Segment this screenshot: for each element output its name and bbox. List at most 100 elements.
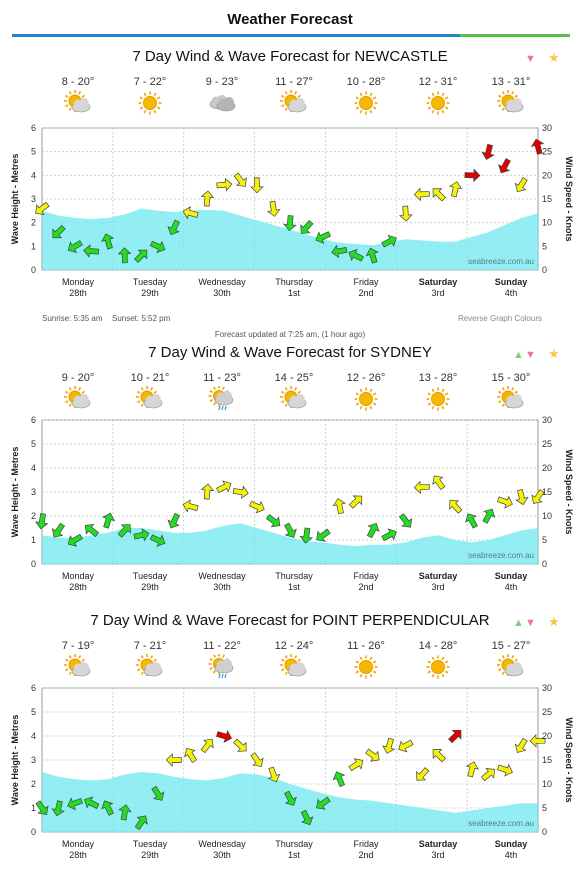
date-label: 3rd [431, 582, 444, 592]
date-label: 28th [69, 850, 87, 860]
day-label: Saturday [419, 277, 458, 287]
y2-tick-label: 25 [542, 147, 552, 157]
date-label: 1st [288, 288, 301, 298]
wind-arrow [184, 747, 198, 763]
wind-arrow [133, 528, 150, 542]
y-tick-label: 2 [31, 779, 36, 789]
wind-arrow [118, 804, 132, 821]
wind-arrow [52, 224, 66, 239]
wind-arrow [134, 815, 148, 831]
wind-arrow [83, 244, 100, 258]
wind-wave-chart: seabreeze.com.au 0 1 2 3 4 5 6 0 5 10 15 20 25 30 Wave … [10, 415, 574, 592]
y-tick-label: 6 [31, 415, 36, 425]
wind-arrow [413, 187, 430, 202]
day-temperature: 15 - 27° [491, 640, 531, 652]
date-label: 3rd [431, 850, 444, 860]
y-tick-label: 6 [31, 123, 36, 133]
day-temperature: 14 - 25° [274, 372, 314, 384]
y-tick-label: 3 [31, 755, 36, 765]
wind-arrow [482, 508, 496, 524]
day-temperature: 11 - 26° [347, 640, 385, 652]
wind-arrow [149, 240, 166, 254]
wind-arrow [34, 513, 49, 530]
favourite-star-icon[interactable]: ★ [548, 346, 560, 361]
day-label: Wednesday [198, 839, 246, 849]
y-tick-label: 1 [31, 803, 36, 813]
day-temperature: 15 - 30° [491, 372, 531, 384]
reverse-colours-link[interactable]: Reverse Graph Colours [457, 314, 542, 323]
move-up-icon[interactable]: ▲ [513, 617, 524, 629]
y2-tick-label: 20 [542, 170, 552, 180]
y2-tick-label: 10 [542, 218, 552, 228]
wind-arrow [416, 767, 430, 781]
day-label: Monday [62, 571, 95, 581]
move-down-icon[interactable]: ▼ [525, 617, 536, 629]
date-label: 28th [69, 582, 87, 592]
favourite-star-icon[interactable]: ★ [548, 50, 560, 65]
wind-arrow [315, 231, 331, 244]
day-temperature: 8 - 20° [61, 76, 95, 88]
y2-tick-label: 0 [542, 827, 547, 837]
wind-arrow [102, 512, 116, 529]
wind-arrow [265, 514, 281, 528]
y2-tick-label: 30 [542, 123, 552, 133]
wind-arrow [117, 524, 131, 538]
y-axis-label: Wave Height - Metres [10, 154, 20, 245]
wind-arrow [167, 512, 180, 529]
wind-arrow [167, 219, 180, 236]
partly-cloudy-icon [135, 654, 165, 680]
day-label: Tuesday [133, 839, 168, 849]
y2-tick-label: 0 [542, 559, 547, 569]
wind-arrow [464, 168, 481, 183]
day-temperature: 7 - 22° [133, 76, 167, 88]
date-label: 2nd [358, 850, 373, 860]
y2-tick-label: 30 [542, 415, 552, 425]
wind-arrow [498, 158, 511, 174]
wind-arrow [267, 766, 281, 783]
day-temperature: 7 - 19° [61, 640, 95, 652]
wind-arrow [465, 513, 478, 529]
wind-arrow [316, 528, 331, 542]
sun-icon [423, 654, 453, 680]
day-temperature: 9 - 20° [61, 372, 95, 384]
wave-height-area [42, 208, 538, 270]
wind-arrow [250, 752, 264, 768]
date-label: 4th [505, 850, 518, 860]
wind-arrow [101, 800, 114, 816]
day-label: Sunday [495, 839, 528, 849]
wind-arrow [182, 206, 199, 220]
move-down-icon[interactable]: ▼ [525, 53, 536, 65]
move-down-icon[interactable]: ▼ [525, 349, 536, 361]
wind-arrow [399, 513, 413, 528]
wind-arrow [300, 219, 314, 234]
wind-arrow [117, 247, 132, 264]
sun-icon [135, 90, 165, 116]
y-tick-label: 1 [31, 535, 36, 545]
y-axis-label: Wave Height - Metres [10, 715, 20, 806]
favourite-star-icon[interactable]: ★ [548, 614, 560, 629]
wind-arrow [51, 800, 65, 817]
y-tick-label: 3 [31, 194, 36, 204]
day-temperature: 10 - 21° [130, 372, 170, 384]
wind-arrow [284, 790, 297, 806]
wind-arrow [381, 528, 397, 542]
wind-arrow [67, 797, 83, 811]
y-tick-label: 4 [31, 731, 36, 741]
partly-cloudy-icon [496, 654, 526, 680]
day-label: Saturday [419, 571, 458, 581]
wind-arrow [398, 205, 413, 222]
move-up-icon[interactable]: ▲ [513, 349, 524, 361]
date-label: 2nd [358, 582, 373, 592]
page-header: Weather Forecast [0, 0, 580, 38]
y2-tick-label: 15 [542, 194, 552, 204]
wave-height-area [42, 523, 538, 564]
wind-arrow [284, 522, 297, 538]
date-label: 30th [213, 850, 231, 860]
wind-arrow [382, 737, 396, 754]
watermark: seabreeze.com.au [468, 551, 534, 560]
day-label: Sunday [495, 571, 528, 581]
updated-text: Forecast updated at 7:25 am, (1 hour ago… [214, 330, 366, 339]
wind-arrow [514, 177, 528, 193]
wind-arrow [250, 177, 264, 194]
y2-tick-label: 5 [542, 535, 547, 545]
